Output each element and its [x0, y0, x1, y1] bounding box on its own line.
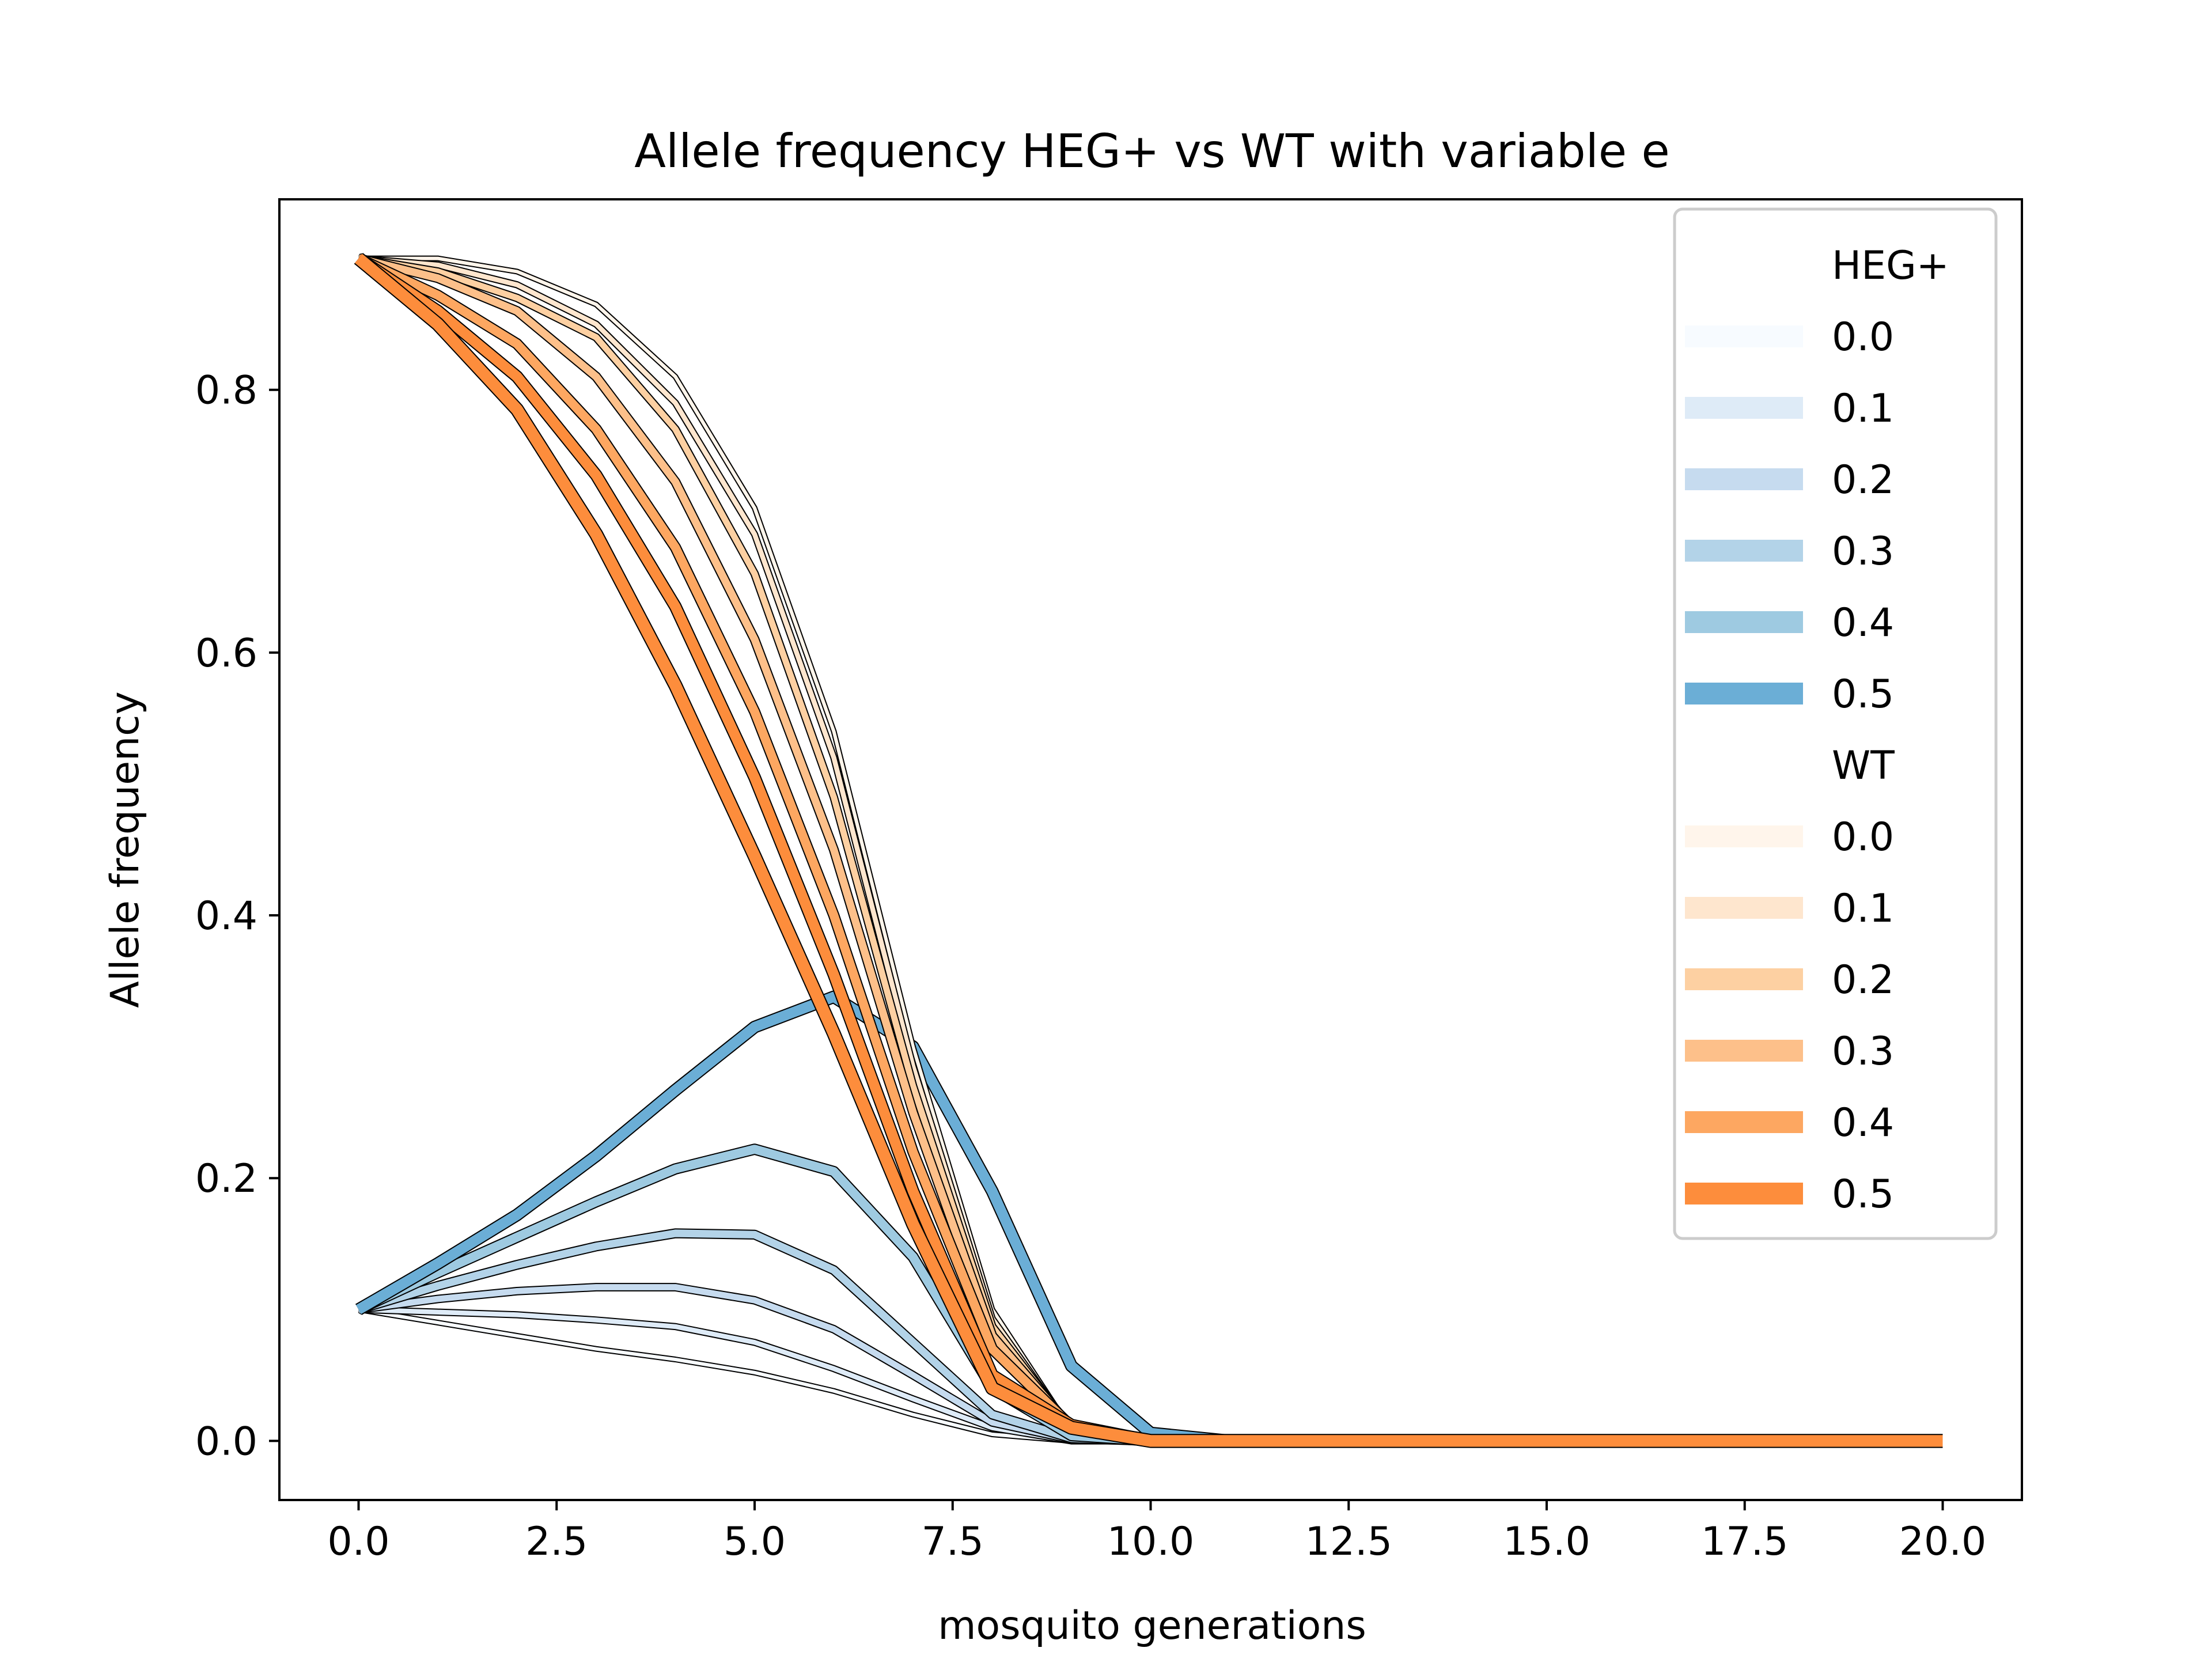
x-tick-label: 5.0	[724, 1519, 786, 1565]
x-tick-label: 2.5	[525, 1519, 588, 1565]
y-axis: 0.0 0.2 0.4 0.6 0.8	[195, 368, 279, 1464]
legend-label: 0.1	[1832, 386, 1894, 431]
legend-group-title: HEG+	[1832, 243, 1949, 289]
x-tick-label: 12.5	[1305, 1519, 1392, 1565]
x-axis: 0.0 2.5 5.0 7.5 10.0 12.5 15.0 17.5 20.0	[327, 1500, 1986, 1565]
y-tick-label: 0.2	[195, 1156, 257, 1202]
legend-label: 0.3	[1832, 1029, 1894, 1074]
y-tick-label: 0.6	[195, 631, 257, 676]
legend: HEG+ 0.0 0.1 0.2 0.3 0.4 0.5 WT 0.0 0.1 0.2 0.3 0.4 0…	[1673, 207, 1998, 1240]
legend-label: 0.5	[1832, 672, 1894, 717]
legend-label: 0.5	[1832, 1172, 1894, 1217]
legend-label: 0.4	[1832, 600, 1894, 646]
chart-title: Allele frequency HEG+ vs WT with variabl…	[634, 124, 1670, 178]
y-tick-label: 0.4	[195, 893, 257, 939]
x-tick-label: 17.5	[1701, 1519, 1788, 1565]
legend-label: 0.4	[1832, 1100, 1894, 1146]
legend-label: 0.3	[1832, 529, 1894, 574]
legend-label: 0.0	[1832, 815, 1894, 860]
x-axis-label: mosquito generations	[938, 1603, 1366, 1649]
y-tick-label: 0.8	[195, 368, 257, 414]
legend-items: HEG+ 0.0 0.1 0.2 0.3 0.4 0.5 WT 0.0 0.1 0.2 0.3 0.4 0…	[1685, 243, 1949, 1217]
x-tick-label: 0.0	[327, 1519, 389, 1565]
legend-label: 0.1	[1832, 886, 1894, 931]
x-tick-label: 10.0	[1107, 1519, 1194, 1565]
legend-box	[1673, 207, 1998, 1240]
y-axis-label: Allele frequency	[103, 691, 148, 1008]
x-tick-label: 7.5	[922, 1519, 984, 1565]
y-tick-label: 0.0	[195, 1419, 257, 1464]
legend-label: 0.0	[1832, 315, 1894, 360]
wt-series-6	[354, 253, 1943, 1448]
x-tick-label: 15.0	[1503, 1519, 1590, 1565]
x-tick-label: 20.0	[1899, 1519, 1986, 1565]
legend-label: 0.2	[1832, 957, 1894, 1003]
legend-label: 0.2	[1832, 457, 1894, 503]
legend-group-title: WT	[1832, 743, 1895, 789]
series-layer	[354, 253, 1943, 1448]
series-line	[354, 253, 1943, 1447]
